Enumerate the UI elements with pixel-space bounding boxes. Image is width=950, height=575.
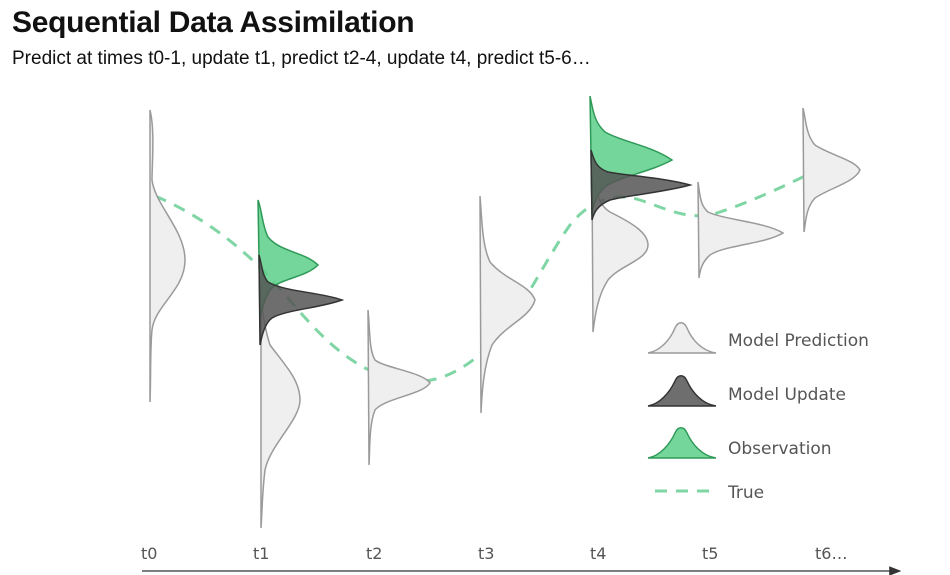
prediction-curve-t6 — [802, 107, 861, 233]
time-label-t2: t2 — [366, 544, 382, 563]
time-label-t4: t4 — [590, 544, 606, 563]
legend-update-label: Model Update — [728, 385, 846, 405]
prediction-curve-t3 — [479, 195, 536, 414]
prediction-curve-t1 — [259, 289, 301, 529]
legend-prediction-label: Model Prediction — [728, 331, 869, 351]
page-subtitle: Predict at times t0-1, update t1, predic… — [12, 48, 591, 69]
time-label-t1: t1 — [253, 544, 269, 563]
page-title: Sequential Data Assimilation — [12, 6, 415, 39]
update-curve-t4 — [590, 149, 693, 221]
update-curve-t1 — [258, 254, 345, 346]
prediction-curve-t0 — [149, 109, 186, 403]
legend-prediction-icon — [647, 322, 717, 354]
prediction-curve-t5 — [697, 181, 785, 279]
legend-observation-icon — [647, 427, 717, 459]
legend-true-label: True — [727, 483, 764, 503]
time-label-t5: t5 — [702, 544, 718, 563]
true-trajectory-line — [154, 174, 806, 384]
time-label-t0: t0 — [141, 544, 157, 563]
prediction-curve-t2 — [367, 309, 431, 466]
legend-update-icon — [647, 375, 717, 407]
time-label-t6: t6… — [815, 544, 847, 563]
time-label-t3: t3 — [478, 544, 494, 563]
legend-observation-label: Observation — [728, 439, 832, 459]
